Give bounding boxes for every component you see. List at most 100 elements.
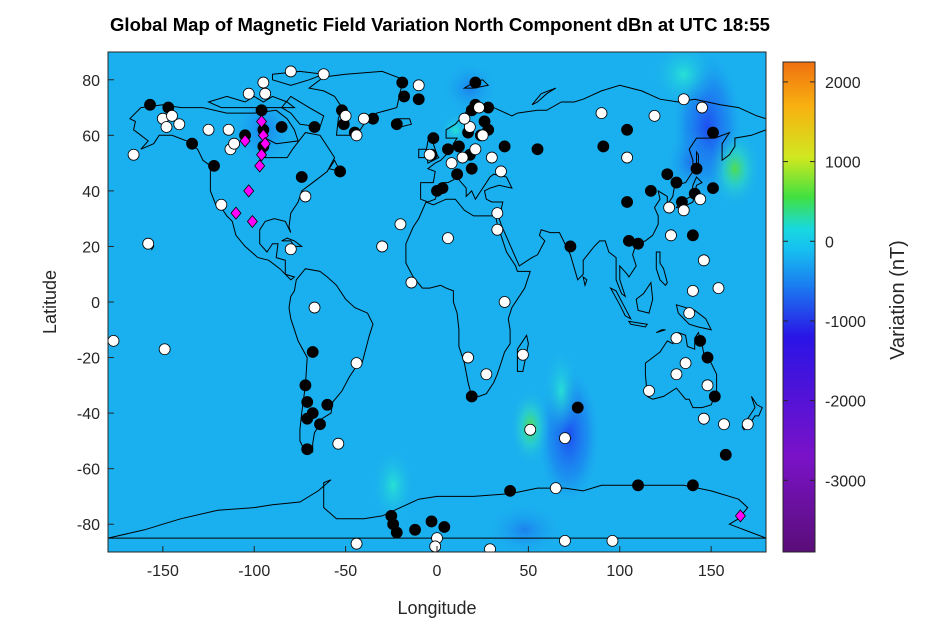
coastline-segment <box>420 84 766 298</box>
station-marker-white <box>485 151 498 164</box>
station-marker-black <box>632 479 644 492</box>
station-marker-white <box>257 76 270 89</box>
station-marker-black <box>301 412 314 425</box>
station-marker-white <box>677 93 690 106</box>
station-marker-white <box>376 240 389 253</box>
station-marker-black <box>427 132 440 145</box>
station-marker-diamond <box>239 134 251 148</box>
station-marker-white <box>524 423 537 436</box>
station-marker-black <box>621 196 633 208</box>
station-marker-white <box>228 137 241 150</box>
coastline-segment <box>675 304 713 331</box>
station-marker-white <box>712 282 725 295</box>
colorbar-tick-label: -1000 <box>825 314 866 331</box>
coastline <box>108 70 766 539</box>
station-marker-black <box>412 93 425 106</box>
station-marker-black <box>390 118 403 131</box>
plot-area <box>107 51 767 553</box>
y-tick-label: -20 <box>77 351 100 368</box>
station-marker-black <box>275 121 288 133</box>
station-marker-black <box>301 396 314 408</box>
station-marker-white <box>394 218 407 231</box>
station-marker-white <box>559 432 571 445</box>
station-marker-white <box>173 118 186 131</box>
station-marker-white <box>357 112 370 125</box>
station-marker-white <box>215 198 228 211</box>
station-marker-white <box>670 332 683 345</box>
station-marker-diamond <box>230 206 242 220</box>
colorbar-tick-label: -3000 <box>825 473 866 490</box>
coastline-segment <box>418 148 427 159</box>
station-marker-black <box>308 121 321 133</box>
station-marker-white <box>442 232 454 245</box>
field-blob <box>371 446 416 525</box>
station-marker-white <box>643 384 655 397</box>
station-marker-black <box>670 176 683 189</box>
colorbar-ticks: 2000 1000 0 -1000 -2000 -3000 <box>783 75 866 490</box>
station-marker-white <box>473 101 485 114</box>
station-marker-black <box>396 76 409 89</box>
chart-title: Global Map of Magnetic Field Variation N… <box>110 14 770 35</box>
station-marker-white <box>458 112 471 125</box>
station-marker-black <box>707 126 719 139</box>
coastline-segment <box>272 70 324 86</box>
station-marker-white <box>429 540 442 552</box>
coastline-segment <box>288 268 374 453</box>
x-tick-label: -50 <box>334 563 357 580</box>
coastline-segment <box>129 104 336 281</box>
station-marker-white <box>332 437 345 450</box>
y-tick-label: 60 <box>82 128 100 145</box>
station-marker-black <box>707 182 719 195</box>
station-marker-white <box>166 109 178 122</box>
station-marker-white <box>686 284 699 297</box>
y-tick-label: 80 <box>82 73 100 90</box>
y-axis: 80 60 40 20 0 -20 -40 -60 -80 <box>77 73 114 534</box>
station-marker-diamond <box>256 148 268 162</box>
station-marker-white <box>127 148 140 161</box>
station-marker-white <box>663 201 676 214</box>
station-marker-white <box>621 151 633 164</box>
station-marker-white <box>648 109 661 122</box>
station-marker-diamond <box>256 114 268 129</box>
station-marker-black <box>504 484 517 497</box>
station-marker-white <box>350 537 363 550</box>
y-tick-label: 40 <box>82 184 100 201</box>
station-marker-black <box>498 140 511 153</box>
station-marker-white <box>160 121 173 133</box>
station-marker-white <box>697 412 710 425</box>
station-marker-black <box>301 443 314 456</box>
station-marker-black <box>385 509 398 522</box>
station-marker-white <box>350 357 363 370</box>
field-blob <box>484 502 565 552</box>
station-marker-black <box>451 168 464 181</box>
coastline-segment <box>609 286 632 320</box>
field-blob <box>663 129 715 197</box>
station-marker-black <box>314 418 326 431</box>
station-marker-white <box>142 237 155 250</box>
colorbar-tick-label: 0 <box>825 234 834 251</box>
station-marker-black <box>465 390 478 403</box>
station-marker-black <box>694 334 707 347</box>
station-marker-white <box>549 482 562 495</box>
coastline-segment <box>656 329 666 334</box>
x-axis-label: Longitude <box>397 598 476 618</box>
station-marker-black <box>425 515 438 528</box>
station-marker-black <box>321 398 334 411</box>
station-marker-diamond <box>246 214 258 229</box>
field-blob <box>650 52 717 108</box>
y-tick-label: -60 <box>77 462 100 479</box>
station-marker-white <box>683 307 696 320</box>
station-marker-white <box>463 121 476 133</box>
station-marker-white <box>308 301 321 314</box>
station-marker-white <box>718 418 730 431</box>
station-marker-white <box>697 254 710 267</box>
station-marker-black <box>597 140 610 153</box>
station-marker-diamond <box>259 137 271 151</box>
station-marker-white <box>701 379 714 392</box>
station-marker-white <box>595 107 608 120</box>
station-marker-black <box>644 184 657 197</box>
station-marker-white <box>677 204 690 217</box>
x-tick-label: 0 <box>433 563 442 580</box>
station-marker-white <box>222 123 235 136</box>
station-marker-white <box>679 357 692 370</box>
